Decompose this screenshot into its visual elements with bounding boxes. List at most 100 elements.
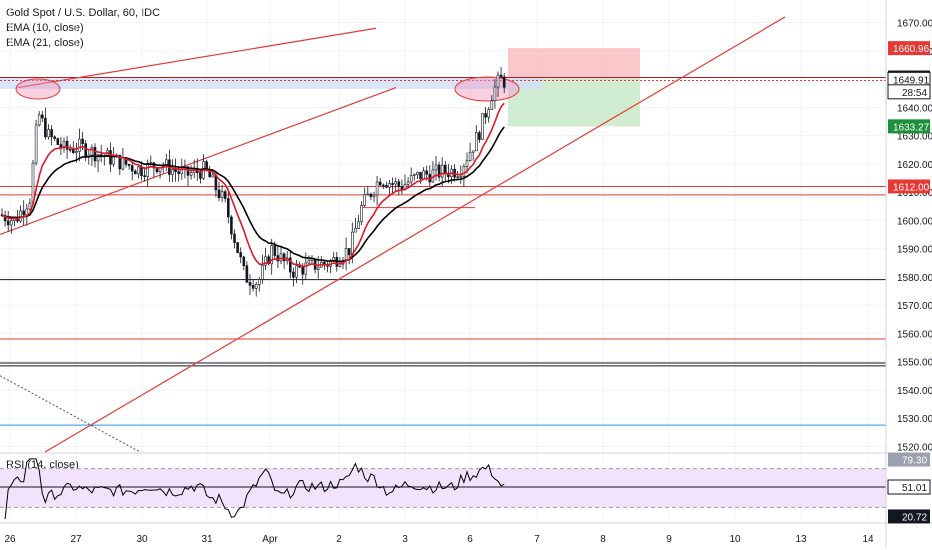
candle-body — [121, 157, 125, 170]
price-label-text: 1612.00 — [893, 182, 930, 193]
candle-body — [419, 171, 422, 180]
candle-body — [394, 181, 398, 185]
candle-body — [72, 149, 75, 153]
candle-body — [62, 140, 66, 149]
candle-body — [257, 279, 261, 285]
candle-body — [490, 100, 494, 110]
candle-body — [65, 140, 69, 150]
ema10-legend[interactable]: EMA (10, close) — [6, 22, 84, 34]
candle-body — [22, 210, 26, 216]
candle-body — [288, 257, 292, 273]
candle-body — [378, 181, 382, 186]
ema21-line — [1, 126, 505, 263]
candle-body — [344, 248, 348, 261]
candle-body — [316, 266, 320, 270]
candle-body — [261, 264, 264, 280]
candle-body — [447, 172, 450, 178]
price-tick-label: 1550.00 — [897, 358, 932, 369]
price-tick-label: 1620.00 — [897, 160, 932, 171]
candle-body — [471, 150, 475, 153]
candle-body — [205, 161, 208, 170]
candle-body — [40, 114, 44, 119]
candle-body — [481, 113, 484, 140]
candle-body — [270, 245, 274, 265]
candle-body — [189, 172, 193, 176]
candle-body — [487, 109, 491, 118]
candle-body — [112, 156, 115, 165]
candle-body — [273, 245, 277, 256]
candle-body — [282, 253, 286, 262]
price-label-box — [888, 179, 930, 194]
time-tick-label: 8 — [600, 534, 606, 545]
candle-body — [227, 198, 230, 218]
candle-body — [307, 259, 311, 264]
candle-body — [242, 256, 246, 266]
price-label-box — [887, 479, 931, 495]
candles — [0, 67, 506, 297]
price-tick-label: 1630.00 — [897, 132, 932, 143]
dotted-line — [0, 375, 141, 453]
candle-body — [245, 265, 249, 283]
candle-body — [298, 265, 301, 268]
top-ellipse-left — [15, 78, 61, 100]
candle-body — [134, 170, 137, 175]
candle-body — [248, 282, 252, 286]
price-label-text: 1660.96 — [893, 44, 930, 55]
candle-body — [6, 220, 10, 226]
candle-body — [68, 149, 72, 151]
candle-body — [372, 194, 376, 197]
time-tick-label: 7 — [534, 534, 540, 545]
ema21-legend[interactable]: EMA (21, close) — [6, 37, 84, 49]
time-tick-label: 6 — [467, 534, 473, 545]
candle-body — [10, 220, 13, 226]
candle-body — [412, 174, 416, 176]
symbol-title[interactable]: Gold Spot / U.S. Dollar, 60, IDC — [6, 7, 161, 19]
candle-body — [174, 169, 177, 172]
price-label-text: 51.01 — [902, 483, 927, 494]
price-tick-label: 1530.00 — [897, 414, 932, 425]
rsi-band — [0, 468, 886, 508]
rsi-line — [4, 458, 505, 520]
price-label-box — [888, 41, 930, 56]
candle-body — [28, 202, 32, 210]
candle-body — [459, 176, 463, 178]
candle-body — [251, 285, 255, 289]
candle-body — [381, 184, 385, 187]
candle-body — [137, 166, 140, 175]
candle-body — [109, 150, 112, 165]
candle-body — [468, 151, 472, 162]
candle-body — [456, 176, 460, 179]
candle-body — [78, 138, 81, 152]
candle-body — [462, 166, 466, 177]
candle-body — [437, 164, 441, 178]
price-tick-label: 1570.00 — [897, 301, 932, 312]
candle-body — [75, 151, 78, 153]
candle-body — [37, 114, 41, 126]
candle-body — [186, 166, 190, 176]
time-tick-label: 26 — [4, 534, 16, 545]
candle-body — [499, 74, 503, 78]
candle-body — [143, 175, 146, 178]
price-label-box — [888, 119, 930, 134]
candle-body — [211, 174, 215, 178]
candle-body — [502, 76, 506, 88]
rsi-legend[interactable]: RSI (14, close) — [6, 459, 79, 471]
price-tick-label: 1600.00 — [897, 216, 932, 227]
candle-body — [360, 205, 363, 223]
candle-body — [295, 265, 298, 278]
ema10-line — [1, 102, 505, 268]
price-tick-label: 1590.00 — [897, 245, 932, 256]
candle-body — [493, 86, 497, 102]
time-tick-label: 3 — [402, 534, 408, 545]
candle-body — [171, 169, 174, 175]
candle-body — [385, 185, 388, 188]
candle-body — [354, 228, 357, 233]
candle-body — [416, 171, 419, 175]
price-label-text: 28:54 — [902, 88, 927, 99]
top-ellipse-right — [454, 76, 520, 102]
candle-body — [425, 170, 429, 175]
candle-body — [443, 164, 447, 174]
price-label-box — [887, 84, 931, 100]
candle-body — [34, 124, 38, 164]
